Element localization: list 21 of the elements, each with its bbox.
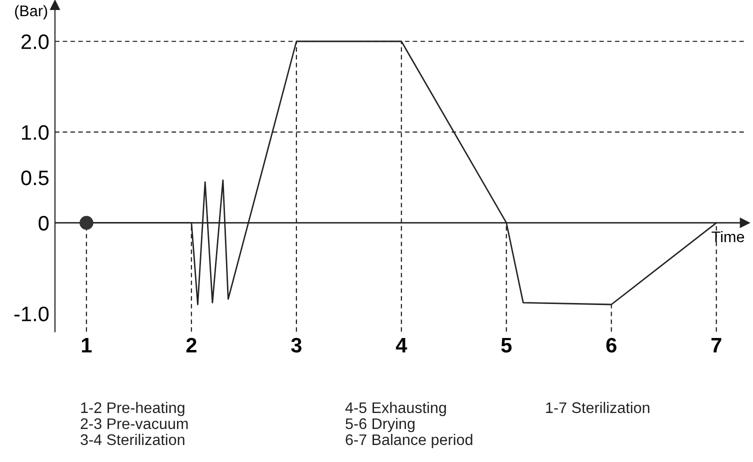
y-tick-label: 0 xyxy=(38,216,49,231)
x-tick-label: 7 xyxy=(711,338,722,352)
y-tick-label: -1.0 xyxy=(14,306,49,322)
y-axis-title: (Bar) xyxy=(15,5,48,20)
text: 3-4 Sterilization xyxy=(80,434,184,446)
text: 4-5 Exhausting xyxy=(345,402,446,416)
y-tick-label: 2.0 xyxy=(22,34,49,50)
text: 2-3 Pre-vacuum xyxy=(80,418,188,430)
x-tick-label: 3 xyxy=(291,338,302,353)
x-tick-label: 1 xyxy=(82,338,92,352)
x-tick-label: 6 xyxy=(606,338,616,353)
text: 1-2 Pre-heating xyxy=(81,402,184,416)
y-tick-label: 1.0 xyxy=(22,125,49,140)
x-tick-label: 5 xyxy=(501,338,512,353)
text: 1-7 Sterilization xyxy=(546,402,650,414)
x-tick-label: 4 xyxy=(396,338,408,352)
y-tick-label: 0.5 xyxy=(21,170,49,186)
text: 5-6 Drying xyxy=(346,418,414,432)
text: 6-7 Balance period xyxy=(346,434,472,448)
x-tick-label: 2 xyxy=(186,338,196,352)
x-axis-title: Time xyxy=(712,231,744,242)
